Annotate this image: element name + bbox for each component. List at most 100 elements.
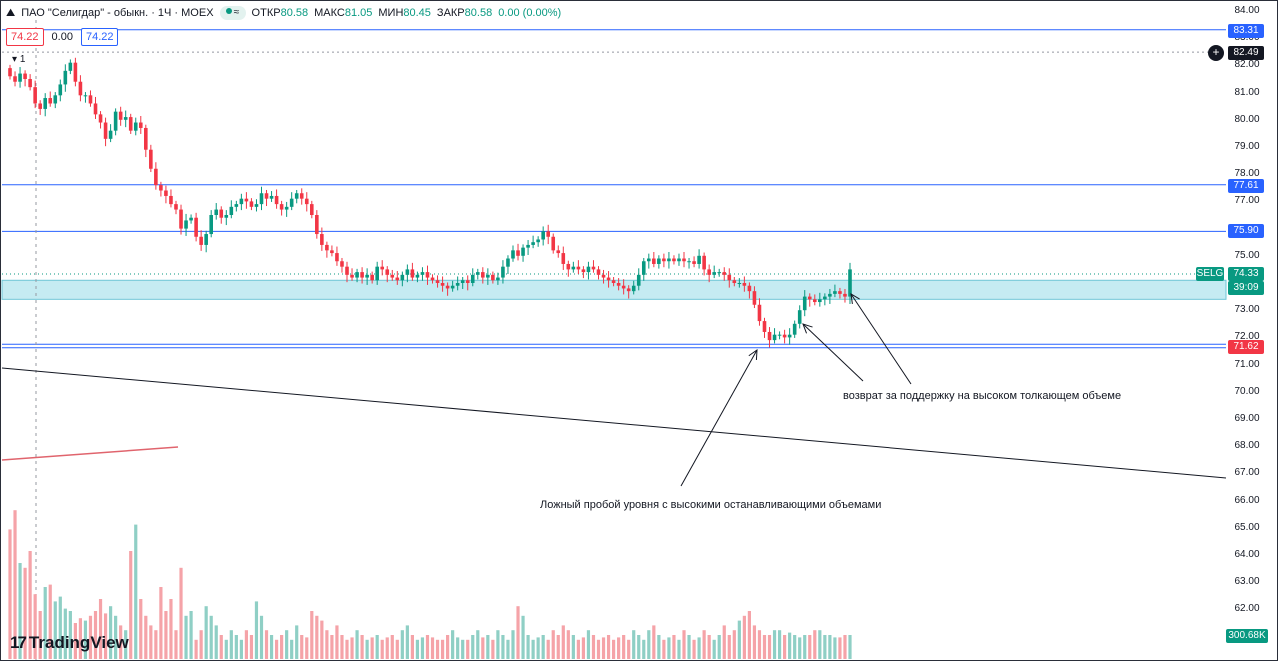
candle-body bbox=[370, 274, 374, 281]
volume-bar bbox=[23, 567, 27, 659]
volume-bar bbox=[682, 630, 686, 659]
candle-body bbox=[179, 209, 183, 229]
candle-body bbox=[113, 111, 118, 131]
volume-bar bbox=[561, 625, 565, 659]
volume-bar bbox=[154, 630, 158, 659]
volume-bar bbox=[350, 637, 354, 659]
candle-body bbox=[848, 269, 852, 297]
exchange-icon: ⛰ bbox=[6, 6, 16, 19]
symbol-legend: ⛰ ПАО "Селигдар" - обыкн. · 1Ч · MOEX ≈ … bbox=[6, 6, 561, 20]
volume-bar bbox=[330, 635, 334, 659]
volume-bar bbox=[752, 625, 757, 659]
level-label-71-62: 71.62 bbox=[1228, 340, 1264, 354]
candle-body bbox=[294, 193, 299, 199]
candle-body bbox=[511, 250, 515, 259]
volume-bar bbox=[476, 630, 480, 659]
add-alert-icon[interactable]: + bbox=[1208, 45, 1224, 61]
volume-bar bbox=[98, 599, 103, 659]
candle-body bbox=[249, 201, 254, 207]
volume-bar bbox=[88, 615, 93, 659]
volume-bar bbox=[219, 635, 223, 659]
volume-bar bbox=[244, 630, 249, 659]
trade-count[interactable]: ▾ 1 bbox=[12, 54, 26, 65]
candle-body bbox=[496, 277, 500, 281]
candle-body bbox=[818, 299, 822, 303]
candle-body bbox=[506, 258, 510, 267]
low-value: 80.45 bbox=[403, 7, 431, 19]
volume-bar bbox=[551, 630, 555, 659]
volume-bar bbox=[546, 639, 550, 659]
arrow-false-break-head bbox=[748, 348, 758, 361]
candle-body bbox=[647, 258, 651, 262]
volume-bar bbox=[571, 635, 575, 659]
symbol-title[interactable]: ПАО "Селигдар" - обыкн. · 1Ч · MOEX bbox=[21, 7, 214, 19]
candle-body bbox=[561, 253, 566, 264]
arrow-return-1 bbox=[850, 293, 912, 385]
volume-bar bbox=[496, 630, 500, 659]
volume-bar bbox=[78, 618, 83, 659]
candle-body bbox=[727, 274, 732, 281]
volume-bar bbox=[707, 635, 711, 659]
candle-body bbox=[118, 111, 123, 120]
candle-body bbox=[138, 122, 143, 128]
volume-bar bbox=[591, 635, 596, 659]
tradingview-mark-icon: 17 bbox=[10, 633, 27, 652]
sell-button[interactable]: 74.22 bbox=[6, 28, 44, 46]
price-axis-tick: 84.00 bbox=[1234, 5, 1260, 16]
volume-bar bbox=[717, 635, 721, 659]
volume-bar bbox=[340, 635, 344, 659]
candle-body bbox=[23, 73, 27, 79]
volume-bar bbox=[189, 611, 193, 659]
candle-body bbox=[204, 234, 208, 245]
candle-body bbox=[571, 266, 576, 270]
candle-body bbox=[78, 81, 83, 96]
candle-body bbox=[501, 266, 505, 278]
annotation-return[interactable]: возврат за поддержку на высоком толкающе… bbox=[843, 390, 1122, 402]
candle-body bbox=[641, 261, 646, 275]
candle-body bbox=[264, 193, 269, 199]
candle-body bbox=[128, 117, 133, 131]
visibility-toggle-icon[interactable]: ≈ bbox=[219, 6, 246, 20]
trade-panel: 74.22 0.00 74.22 bbox=[6, 28, 119, 46]
volume-bar bbox=[596, 639, 601, 659]
price-axis-tick: 77.00 bbox=[1234, 195, 1260, 207]
candle-body bbox=[400, 274, 405, 281]
candle-body bbox=[833, 291, 837, 294]
candle-body bbox=[425, 272, 430, 278]
candle-body bbox=[279, 204, 284, 210]
price-axis-tick: 81.00 bbox=[1234, 86, 1260, 98]
candle-body bbox=[380, 266, 385, 270]
candle-body bbox=[556, 250, 561, 254]
open-value: 80.58 bbox=[280, 7, 309, 19]
price-axis-tick: 82.00 bbox=[1234, 59, 1260, 71]
low-label: МИН bbox=[378, 7, 404, 19]
annotation-false-break[interactable]: Ложный пробой уровня с высокими останавл… bbox=[540, 499, 882, 511]
buy-button[interactable]: 74.22 bbox=[80, 28, 119, 46]
trend-line bbox=[1, 367, 1227, 479]
volume-bar bbox=[757, 630, 762, 659]
volume-bar bbox=[264, 630, 269, 659]
candle-body bbox=[486, 274, 490, 278]
volume-bar bbox=[108, 606, 113, 659]
candle-body bbox=[103, 122, 108, 139]
tradingview-logo[interactable]: 17 TradingView bbox=[10, 633, 129, 653]
volume-bar bbox=[747, 611, 752, 659]
price-axis-tick: 78.00 bbox=[1234, 168, 1260, 180]
volume-bar bbox=[611, 639, 616, 659]
candle-body bbox=[169, 195, 173, 205]
volume-bar bbox=[124, 630, 128, 659]
candle-body bbox=[274, 195, 279, 205]
volume-bar bbox=[134, 524, 138, 659]
volume-bar bbox=[239, 639, 243, 659]
volume-bar bbox=[823, 635, 827, 659]
volume-bar bbox=[93, 611, 98, 659]
close-label: ЗАКР bbox=[436, 7, 465, 19]
volume-bar bbox=[451, 630, 455, 659]
candle-body bbox=[68, 62, 73, 71]
volume-bar bbox=[501, 635, 505, 659]
volume-bar bbox=[405, 625, 409, 659]
arrow-return-1-head bbox=[850, 293, 860, 304]
volume-bar bbox=[481, 637, 485, 659]
candle-body bbox=[455, 283, 460, 286]
